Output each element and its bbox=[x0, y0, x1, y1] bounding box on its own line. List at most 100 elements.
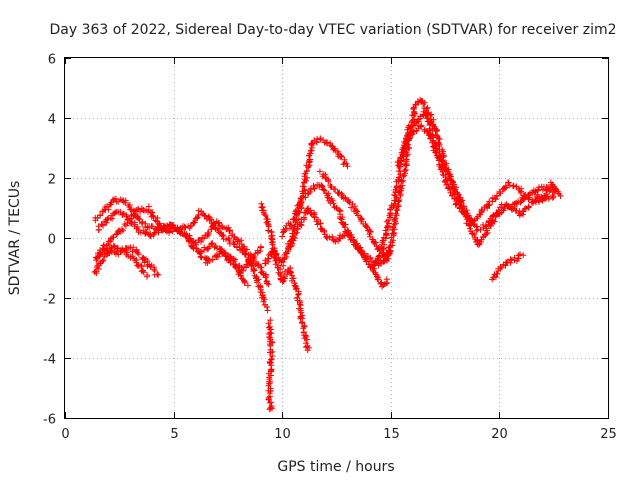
data-marker-segment bbox=[153, 215, 167, 233]
data-marker-segment bbox=[127, 244, 142, 258]
data-marker-segment bbox=[304, 205, 318, 221]
data-marker-segment bbox=[539, 182, 555, 204]
data-marker-segment bbox=[113, 222, 129, 238]
data-marker-segment bbox=[133, 259, 151, 280]
data-marker-segment bbox=[300, 329, 313, 354]
chart-title: Day 363 of 2022, Sidereal Day-to-day VTE… bbox=[50, 22, 617, 38]
data-marker-segment bbox=[434, 154, 450, 186]
data-marker-segment bbox=[265, 342, 276, 377]
data-marker-segment bbox=[208, 240, 228, 257]
data-marker-segment bbox=[222, 253, 242, 275]
data-marker-segment bbox=[121, 208, 139, 228]
data-marker-segment bbox=[370, 268, 385, 287]
data-marker-segment bbox=[385, 192, 399, 224]
data-marker-segment bbox=[183, 232, 201, 253]
x-tick-label: 15 bbox=[383, 427, 400, 442]
data-marker-segment bbox=[204, 252, 222, 266]
data-marker-segment bbox=[115, 245, 132, 258]
plot-frame bbox=[64, 57, 609, 419]
data-marker-segment bbox=[483, 212, 497, 229]
data-marker-segment bbox=[100, 234, 117, 249]
data-marker-segment bbox=[235, 267, 251, 289]
data-marker-segment bbox=[104, 247, 120, 257]
data-marker-segment bbox=[265, 317, 276, 348]
x-axis-label: GPS time / hours bbox=[277, 459, 394, 475]
data-marker-segment bbox=[316, 168, 335, 190]
y-tick-label: 6 bbox=[48, 53, 56, 68]
data-marker-segment bbox=[287, 265, 300, 293]
data-marker-segment bbox=[383, 244, 394, 264]
data-marker-segment bbox=[486, 192, 500, 205]
data-marker-segment bbox=[318, 182, 333, 202]
data-marker-segment bbox=[504, 254, 518, 266]
data-marker-segment bbox=[496, 182, 510, 197]
data-marker-segment bbox=[348, 201, 364, 221]
data-marker-segment bbox=[95, 217, 110, 233]
data-marker-segment bbox=[279, 216, 297, 240]
data-points bbox=[91, 96, 564, 413]
x-tick-label: 0 bbox=[61, 427, 69, 442]
data-marker-segment bbox=[342, 228, 361, 250]
data-marker-segment bbox=[265, 394, 276, 413]
data-marker-segment bbox=[91, 253, 108, 277]
data-marker-segment bbox=[218, 231, 233, 247]
data-marker-segment bbox=[521, 192, 537, 205]
data-marker-segment bbox=[263, 216, 276, 248]
data-marker-segment bbox=[325, 196, 343, 213]
data-marker-segment bbox=[213, 218, 230, 233]
data-marker-segment bbox=[514, 251, 527, 264]
data-marker-segment bbox=[145, 203, 159, 224]
data-marker-segment bbox=[262, 248, 276, 267]
data-marker-segment bbox=[95, 246, 110, 257]
data-marker-segment bbox=[301, 140, 316, 177]
data-marker-segment bbox=[354, 244, 372, 261]
data-marker-segment bbox=[323, 233, 339, 245]
data-marker-segment bbox=[257, 264, 272, 288]
y-tick-label: -4 bbox=[43, 353, 56, 368]
data-marker-segment bbox=[225, 224, 241, 245]
data-marker-segment bbox=[335, 151, 351, 170]
data-marker-segment bbox=[250, 243, 264, 262]
data-marker-segment bbox=[542, 192, 557, 202]
data-marker-segment bbox=[502, 201, 515, 210]
data-marker-segment bbox=[139, 254, 155, 270]
data-marker-segment bbox=[529, 184, 546, 196]
data-marker-segment bbox=[478, 201, 493, 215]
y-tick-label: 2 bbox=[48, 173, 56, 188]
data-marker-segment bbox=[290, 195, 305, 223]
data-marker-segment bbox=[391, 183, 405, 224]
data-marker-segment bbox=[297, 189, 313, 204]
y-tick-label: -6 bbox=[43, 413, 56, 428]
x-tick-label: 10 bbox=[274, 427, 291, 442]
data-marker-segment bbox=[398, 146, 411, 189]
data-marker-segment bbox=[369, 247, 386, 273]
data-marker-segment bbox=[147, 263, 162, 278]
y-tick-label: 0 bbox=[48, 233, 56, 248]
data-marker-segment bbox=[327, 142, 341, 156]
data-marker-segment bbox=[443, 181, 460, 204]
data-marker-segment bbox=[509, 206, 525, 217]
data-marker-segment bbox=[469, 230, 481, 248]
data-marker-segment bbox=[427, 132, 440, 159]
x-tick-label: 5 bbox=[170, 427, 178, 442]
data-marker-segment bbox=[493, 201, 505, 218]
data-marker-segment bbox=[378, 218, 393, 252]
y-tick-label: 4 bbox=[48, 113, 56, 128]
data-marker-segment bbox=[204, 220, 219, 239]
data-marker-segment bbox=[338, 194, 353, 206]
x-tick-label: 25 bbox=[600, 427, 617, 442]
data-marker-segment bbox=[379, 276, 391, 290]
data-marker-segment bbox=[257, 284, 271, 314]
data-marker-segment bbox=[547, 179, 564, 199]
data-marker-segment bbox=[196, 241, 215, 256]
y-axis-label: SDTVAR / TECUs bbox=[7, 181, 23, 296]
data-marker-segment bbox=[452, 200, 467, 216]
x-tick-label: 20 bbox=[491, 427, 508, 442]
data-marker-segment bbox=[294, 288, 308, 332]
data-marker-segment bbox=[265, 372, 274, 400]
axis-ticks: 0 5 10 15 20 25 -6 -4 -2 0 2 4 6 bbox=[43, 53, 617, 443]
data-marker-segment bbox=[366, 228, 380, 250]
data-marker-segment bbox=[187, 207, 202, 230]
data-marker-segment bbox=[411, 96, 424, 111]
